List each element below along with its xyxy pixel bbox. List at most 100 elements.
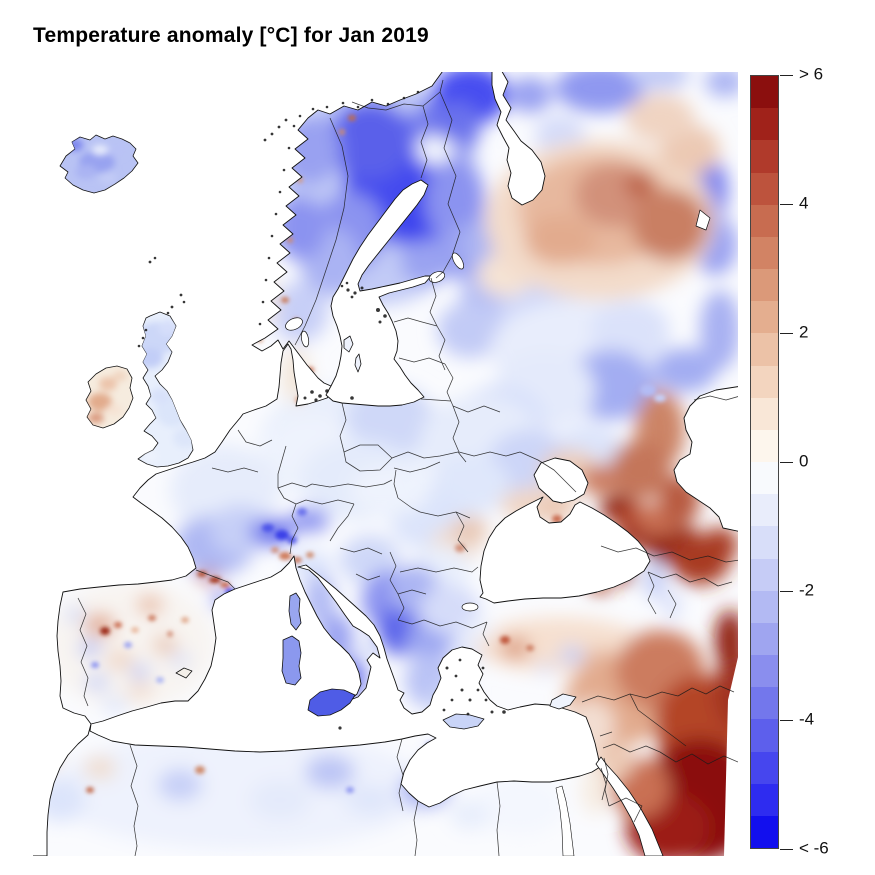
anomaly-blob (455, 544, 465, 552)
lake-vattern (300, 330, 310, 348)
anomaly-blob (537, 662, 553, 674)
anomaly-blob (92, 145, 108, 155)
chart-title: Temperature anomaly [°C] for Jan 2019 (33, 24, 429, 47)
anomaly-blob (525, 215, 595, 265)
anomaly-blob (625, 172, 655, 198)
anomaly-blob (88, 413, 104, 423)
island-cyprus (549, 693, 577, 710)
colorbar-segment (751, 301, 778, 334)
anomaly-blob (127, 681, 153, 699)
anomaly-blob (131, 627, 139, 633)
anomaly-blob (167, 631, 173, 637)
anomaly-blob (262, 524, 274, 532)
colorbar-tick-mark (780, 333, 793, 334)
anomaly-blob (197, 571, 207, 577)
anomaly-blob (625, 94, 695, 142)
island-corsica (288, 592, 302, 631)
anomaly-blob (137, 596, 163, 614)
anomaly-blob (452, 516, 488, 544)
colorbar-segment (751, 140, 778, 173)
anomaly-blob (153, 636, 177, 654)
island-crete (442, 713, 485, 730)
anomaly-blob (100, 627, 110, 635)
colorbar-tick-mark (780, 75, 793, 76)
black-sea (479, 496, 651, 604)
anomaly-blob (75, 165, 97, 179)
anomaly-blob (67, 607, 83, 623)
country-borders (77, 79, 741, 857)
colorbar-tick-label: -2 (799, 580, 815, 600)
anomaly-blob (250, 780, 310, 820)
caspian-sea (673, 385, 743, 533)
anomaly-blob (590, 300, 670, 360)
anomaly-blob (541, 501, 569, 519)
anomaly-blob (106, 650, 134, 670)
anomaly-blob (113, 371, 127, 381)
anomaly-blob (114, 622, 122, 628)
colorbar-segment (751, 172, 778, 205)
colorbar-segment (751, 751, 778, 784)
anomaly-blob (79, 640, 101, 656)
colorbar-tick-mark (780, 462, 793, 463)
colorbar-segment (751, 558, 778, 591)
anomaly-blob (306, 552, 314, 558)
anomaly-blob (287, 237, 293, 243)
anomaly-blob (653, 348, 717, 392)
white-sea (491, 67, 546, 206)
colorbar-segment (751, 333, 778, 366)
baltic-sea (325, 179, 432, 407)
anomaly-blob (581, 765, 611, 815)
island-sicily (307, 688, 356, 717)
anomaly-blob (465, 620, 495, 640)
island-mallorca (175, 667, 193, 679)
anomaly-blob (106, 143, 126, 157)
ireland-anomaly-spots (88, 371, 127, 423)
anomaly-blob (99, 172, 117, 184)
anomaly-blob (632, 189, 708, 261)
atlantic-sea (27, 67, 446, 857)
colorbar-tick-label: < -6 (799, 838, 829, 858)
colorbar-segment (751, 526, 778, 559)
anomaly-blob (350, 465, 430, 515)
anomaly-blob (148, 615, 156, 621)
anomaly-blob (437, 302, 503, 358)
colorbar-tick-mark (780, 591, 793, 592)
anomaly-blob (500, 636, 510, 644)
arctic-bay (695, 209, 711, 231)
anomaly-blob (610, 440, 670, 500)
anomaly-blob (91, 662, 99, 668)
colorbar-segment (751, 815, 778, 849)
anomaly-blob (430, 102, 480, 142)
colorbar-segment (751, 236, 778, 270)
anomaly-blob (328, 100, 412, 180)
small-islands-skerries (137, 90, 506, 730)
colorbar-segment (751, 622, 778, 656)
anomaly-blob (210, 505, 270, 555)
anomaly-blob (158, 769, 202, 801)
colorbar-segment (751, 76, 778, 109)
anomaly-blob (195, 766, 205, 774)
colorbar-tick-label: 2 (799, 322, 809, 342)
colorbar-segment (751, 108, 778, 141)
anomaly-blob (645, 560, 665, 600)
anomaly-blob (130, 664, 150, 680)
colorbar (750, 75, 779, 849)
colorbar-segment (751, 655, 778, 688)
colorbar-tick-mark (780, 849, 793, 850)
anomaly-blob (508, 77, 552, 113)
anomaly-blob (88, 393, 112, 411)
anomaly-blob (84, 757, 116, 779)
anomaly-blob (181, 617, 189, 623)
island-gotland (343, 335, 354, 353)
lakes (285, 252, 465, 348)
anomaly-blob (560, 646, 584, 664)
anomaly-blob (150, 388, 170, 404)
anomaly-blob (158, 320, 178, 336)
colorbar-segment (751, 429, 778, 463)
anomaly-blob (346, 787, 354, 793)
anomaly-blob (279, 552, 291, 560)
anomaly-blob (425, 158, 485, 242)
lake-onega (451, 252, 465, 270)
anomaly-blob (715, 610, 745, 670)
